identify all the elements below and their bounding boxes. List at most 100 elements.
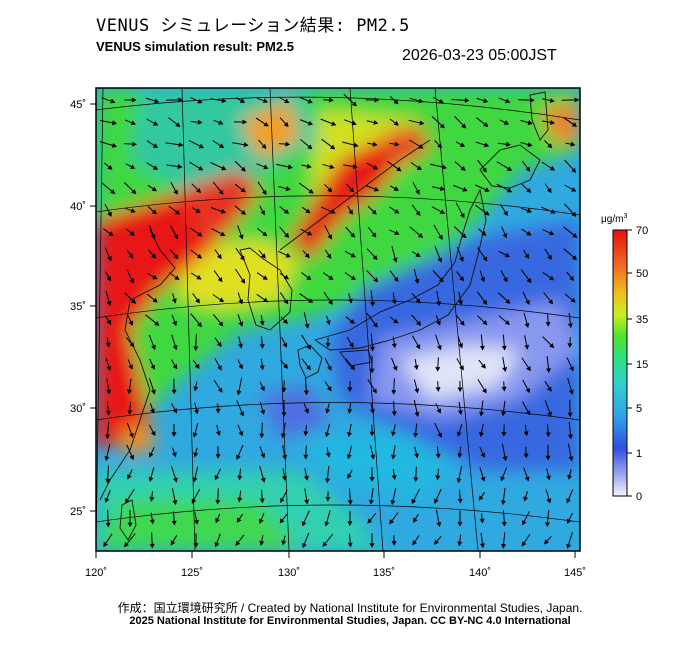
wind-arrow-head	[237, 475, 243, 481]
lat-label-40: 40˚	[70, 201, 86, 213]
wind-arrow-head	[480, 476, 486, 482]
wind-arrow-head	[436, 320, 441, 326]
colorbar: μg/m3 70 50 35 15 5 1 0	[601, 213, 648, 503]
wind-arrow-head	[567, 343, 573, 348]
wind-arrow-head	[526, 208, 532, 214]
wind-arrow-head	[524, 476, 530, 482]
wind-arrow-head	[307, 230, 313, 236]
wind-arrow-head	[549, 98, 555, 103]
wind-arrow-head	[303, 475, 309, 481]
wind-arrow-head	[415, 298, 421, 304]
wind-arrow-head	[240, 187, 246, 193]
wind-arrow-head	[260, 210, 265, 216]
wind-arrow-head	[324, 432, 330, 438]
wind-arrow-head	[418, 144, 424, 149]
wind-arrow-head	[107, 256, 112, 262]
wind-arrow-head	[393, 120, 399, 126]
wind-arrow-head	[571, 211, 577, 217]
wind-arrow-head	[526, 366, 531, 372]
wind-arrow-head	[352, 163, 358, 170]
wind-arrow-head	[371, 232, 377, 238]
wind-arrow-head	[373, 277, 379, 283]
wind-arrow-head	[149, 496, 155, 502]
wind-arrow-head	[260, 477, 266, 483]
wind-arrow-head	[105, 342, 111, 348]
wind-arrow-head	[215, 517, 220, 524]
colorbar-gradient	[612, 229, 628, 497]
wind-arrow-head	[131, 97, 137, 103]
wind-arrow-head	[259, 344, 265, 349]
wind-arrow-head	[372, 388, 377, 394]
wind-arrow-head	[221, 165, 227, 171]
wind-arrow-head	[566, 498, 571, 504]
title-japanese: VENUS シミュレーション結果: PM2.5	[96, 16, 410, 36]
wind-arrow-head	[436, 408, 442, 414]
wind-arrow-head	[195, 188, 202, 194]
wind-arrow-head	[571, 255, 578, 261]
wind-arrow-head	[151, 344, 156, 350]
wind-arrow-head	[347, 542, 353, 548]
wind-arrow-head	[329, 164, 335, 170]
wind-arrow-head	[281, 412, 287, 418]
wind-arrow-head	[523, 431, 529, 437]
wind-arrow-head	[240, 278, 246, 284]
wind-arrow-head	[238, 321, 244, 327]
wind-arrow-head	[105, 522, 111, 528]
wind-arrow-head	[263, 121, 269, 127]
wind-arrow-head	[217, 387, 223, 393]
wind-arrow-head	[574, 97, 580, 103]
wind-arrow-head	[171, 452, 177, 458]
wind-arrow-head	[372, 141, 378, 147]
wind-arrow-head	[173, 189, 178, 195]
wind-arrow-head	[260, 453, 266, 459]
wind-arrow-head	[235, 540, 241, 546]
wind-arrow-head	[236, 454, 241, 460]
wind-arrow-head	[129, 230, 135, 236]
wind-arrow-head	[322, 541, 328, 547]
wind-arrow-head	[437, 257, 443, 263]
wind-arrow-head	[434, 539, 439, 545]
wind-arrow-head	[347, 521, 353, 526]
wind-arrow-head	[152, 121, 159, 126]
wind-arrow-head	[369, 368, 375, 374]
lat-label-35: 35˚	[70, 301, 86, 313]
wind-arrow-head	[480, 276, 486, 283]
wind-arrow-head	[482, 256, 488, 262]
wind-arrow-head	[197, 322, 202, 328]
wind-arrow-head	[391, 541, 397, 546]
wind-arrow-head	[501, 543, 507, 549]
wind-arrow-head	[414, 388, 420, 394]
wind-arrow-head	[462, 186, 468, 192]
wind-arrow-head	[437, 143, 443, 149]
wind-arrow-head	[351, 101, 357, 107]
wind-arrow-head	[529, 97, 535, 103]
wind-arrow-head	[569, 366, 574, 372]
wind-arrow-head	[549, 230, 555, 236]
wind-arrow-head	[545, 322, 551, 327]
wind-arrow-head	[506, 141, 511, 147]
wind-arrow-head	[262, 275, 268, 280]
wind-arrow-head	[503, 277, 508, 283]
wind-arrow-head	[239, 255, 245, 261]
wind-arrow-head	[106, 389, 112, 395]
wind-arrow-head	[238, 364, 243, 370]
wind-arrow-head	[196, 253, 203, 259]
wind-arrow-head	[261, 189, 267, 196]
wind-arrow-head	[287, 164, 293, 170]
wind-arrow-head	[126, 389, 133, 395]
colorbar-tick-70: 70	[636, 225, 648, 237]
wind-arrow-head	[459, 142, 466, 147]
wind-arrow-head	[350, 252, 356, 258]
wind-arrow-head	[305, 208, 311, 214]
wind-arrow-head	[347, 298, 353, 304]
wind-arrow-head	[259, 433, 265, 439]
wind-arrow-head	[192, 432, 198, 438]
wind-arrow-head	[566, 518, 572, 524]
wind-arrow-head	[464, 97, 470, 103]
wind-arrow-head	[262, 98, 269, 104]
wind-arrow-head	[174, 275, 180, 280]
wind-arrow-head	[178, 142, 184, 148]
wind-arrow-head	[373, 119, 379, 125]
wind-arrow-head	[348, 209, 353, 215]
